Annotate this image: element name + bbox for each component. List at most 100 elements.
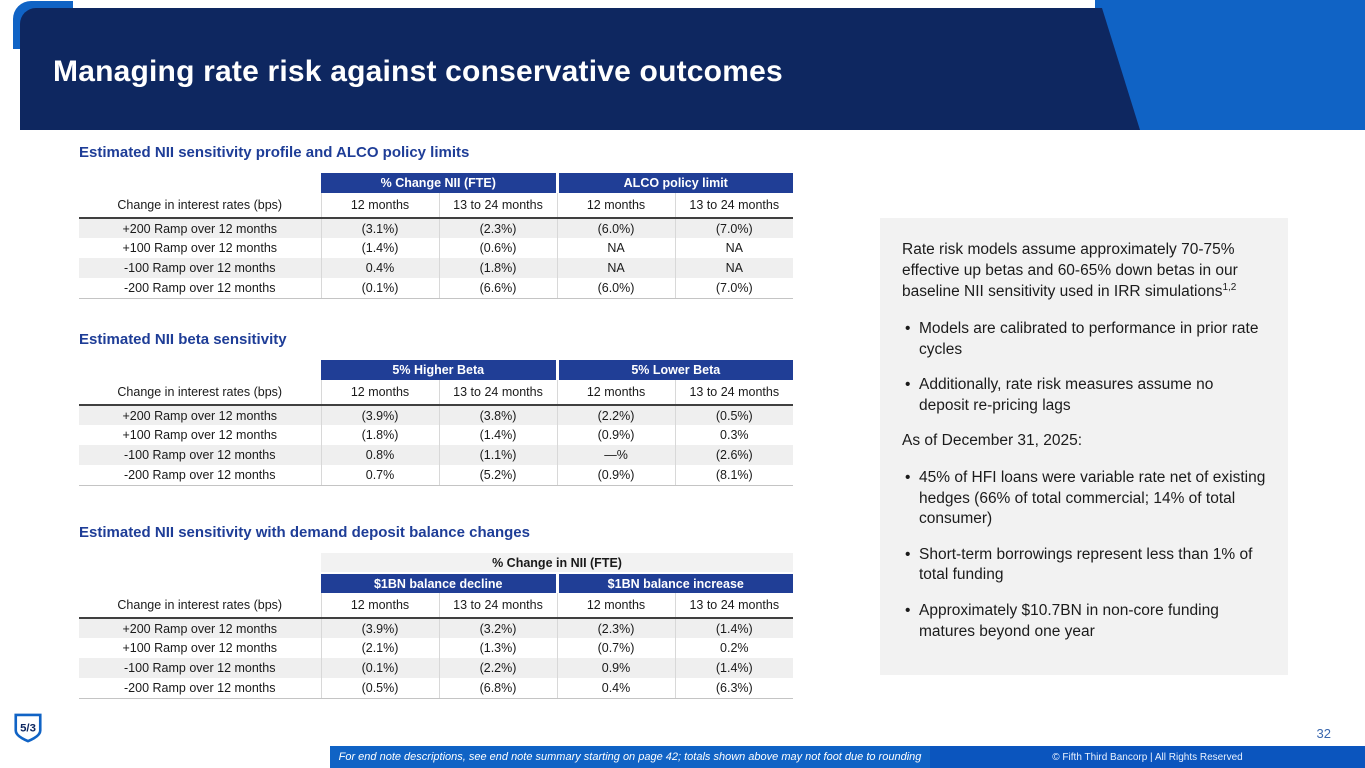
cell-value: 0.9% <box>556 658 675 678</box>
page-number: 32 <box>1316 726 1331 741</box>
table-corner-blank <box>79 173 321 193</box>
section-heading: Estimated NII beta sensitivity <box>79 331 287 348</box>
cell-value: (2.6%) <box>674 445 794 465</box>
group-header: ALCO policy limit <box>555 173 793 193</box>
cell-value: (3.9%) <box>320 618 439 638</box>
column-header: 12 months <box>556 380 676 406</box>
cell-value: (2.1%) <box>320 638 439 658</box>
footnote-text: For end note descriptions, see end note … <box>338 751 922 763</box>
cell-value: (7.0%) <box>674 218 793 238</box>
bullet-item: Short-term borrowings represent less tha… <box>902 545 1266 586</box>
cell-value: 0.8% <box>320 445 439 465</box>
cell-value: (2.2%) <box>438 658 557 678</box>
group-header: $1BN balance decline <box>321 573 557 593</box>
column-header: 13 to 24 months <box>674 593 794 619</box>
cell-value: (0.7%) <box>556 638 675 658</box>
row-label: -100 Ramp over 12 months <box>79 658 321 678</box>
endnote-superscript: 1,2 <box>1222 282 1237 294</box>
column-header: 13 to 24 months <box>674 380 794 406</box>
sensitivity-table: % Change in NII (FTE) $1BN balance declin… <box>79 553 794 699</box>
section-heading: Estimated NII sensitivity with demand de… <box>79 524 530 541</box>
cell-value: (2.3%) <box>556 618 675 638</box>
table-row: +100 Ramp over 12 months (1.4%) (0.6%) NA NA <box>79 238 793 258</box>
row-label-header: Change in interest rates (bps) <box>79 593 321 619</box>
table-row: -100 Ramp over 12 months (0.1%) (2.2%) 0.9%… <box>79 658 794 678</box>
column-header: 13 to 24 months <box>438 380 558 406</box>
cell-value: (0.5%) <box>320 678 439 699</box>
commentary-intro-text: Rate risk models assume approximately 70… <box>902 241 1238 301</box>
cell-value: (0.6%) <box>438 238 557 258</box>
sensitivity-table: 5% Higher Beta 5% Lower Beta Change in int… <box>79 360 794 486</box>
cell-value: NA <box>556 238 675 258</box>
row-label: +100 Ramp over 12 months <box>122 241 278 255</box>
bullet-item: Additionally, rate risk measures assume … <box>902 375 1266 416</box>
group-header: 5% Lower Beta <box>555 360 794 380</box>
cell-value: (3.9%) <box>320 405 439 425</box>
table-row: -200 Ramp over 12 months 0.7% (5.2%) (0.9%)… <box>79 465 794 486</box>
bullet-item: Approximately $10.7BN in non-core fundin… <box>902 601 1266 642</box>
row-label: -100 Ramp over 12 months <box>79 258 321 278</box>
column-header: 13 to 24 months <box>674 193 793 219</box>
commentary-bullets-1: Models are calibrated to performance in … <box>902 319 1266 416</box>
cell-value: (6.8%) <box>438 678 557 699</box>
section-heading: Estimated NII sensitivity profile and AL… <box>79 144 470 161</box>
column-header: 12 months <box>320 380 439 406</box>
cell-value: NA <box>556 258 675 278</box>
cell-value: (6.0%) <box>556 218 675 238</box>
commentary-panel: Rate risk models assume approximately 70… <box>880 218 1288 676</box>
header-band: Managing rate risk against conservative … <box>20 8 1140 130</box>
column-header: 13 to 24 months <box>438 193 557 219</box>
cell-value: 0.7% <box>320 465 439 486</box>
slide-title: Managing rate risk against conservative … <box>53 55 783 88</box>
as-of-date-line: As of December 31, 2025: <box>902 432 1083 450</box>
row-label: -200 Ramp over 12 months <box>79 465 321 486</box>
table-row: +100 Ramp over 12 months (1.8%) (1.4%) (0.9… <box>79 425 794 445</box>
table-span-header: % Change in NII (FTE) <box>321 553 794 574</box>
cell-value: (0.1%) <box>320 278 439 299</box>
cell-value: 0.3% <box>674 425 794 445</box>
cell-value: (1.4%) <box>320 238 439 258</box>
table-container: 5% Higher Beta 5% Lower Beta Change in int… <box>79 360 794 486</box>
group-header: % Change NII (FTE) <box>321 173 557 193</box>
cell-value: (6.3%) <box>674 678 794 699</box>
logo-shield-shape <box>14 713 42 743</box>
footnote-bar: For end note descriptions, see end note … <box>330 746 930 768</box>
bullet-item: Models are calibrated to performance in … <box>902 319 1266 360</box>
logo-text: 5/3 <box>20 723 36 735</box>
column-header: 12 months <box>320 593 439 619</box>
cell-value: (1.8%) <box>320 425 439 445</box>
cell-value: (3.8%) <box>438 405 558 425</box>
cell-value: (0.9%) <box>556 425 676 445</box>
cell-value: (1.4%) <box>674 618 794 638</box>
row-label: +100 Ramp over 12 months <box>122 428 278 442</box>
table-row: -100 Ramp over 12 months 0.8% (1.1%) —% (2.6… <box>79 445 794 465</box>
cell-value: (5.2%) <box>438 465 558 486</box>
sensitivity-table: % Change NII (FTE) ALCO policy limit Chang… <box>79 173 793 299</box>
commentary-bullets-2: 45% of HFI loans were variable rate net … <box>902 468 1266 642</box>
cell-value: (1.8%) <box>438 258 557 278</box>
row-label-header: Change in interest rates (bps) <box>79 380 321 406</box>
table-row: -100 Ramp over 12 months 0.4% (1.8%) NA NA <box>79 258 793 278</box>
cell-value: (1.4%) <box>674 658 794 678</box>
fifth-third-logo: 5/3 <box>14 713 42 743</box>
cell-value: (6.6%) <box>438 278 557 299</box>
copyright-text: © Fifth Third Bancorp | All Rights Reser… <box>1052 751 1243 763</box>
cell-value: NA <box>674 238 793 258</box>
cell-value: NA <box>674 258 793 278</box>
copyright-bar: © Fifth Third Bancorp | All Rights Reser… <box>930 746 1365 768</box>
table-row: -200 Ramp over 12 months (0.5%) (6.8%) 0.4%… <box>79 678 794 699</box>
table-row: -200 Ramp over 12 months (0.1%) (6.6%) (6.0… <box>79 278 793 299</box>
group-header: $1BN balance increase <box>555 573 794 593</box>
row-label: +200 Ramp over 12 months <box>79 618 321 638</box>
row-label: +100 Ramp over 12 months <box>122 641 278 655</box>
cell-value: (2.3%) <box>438 218 557 238</box>
top-right-accent-shape <box>1095 0 1365 130</box>
cell-value: (0.9%) <box>556 465 676 486</box>
cell-value: (2.2%) <box>556 405 676 425</box>
cell-value: (6.0%) <box>556 278 675 299</box>
cell-value: (0.5%) <box>674 405 794 425</box>
table-container: % Change NII (FTE) ALCO policy limit Chang… <box>79 173 793 299</box>
cell-value: 0.4% <box>320 258 439 278</box>
table-row: +200 Ramp over 12 months (3.1%) (2.3%) (6.0… <box>79 218 793 238</box>
table-row: +100 Ramp over 12 months (2.1%) (1.3%) (0.7… <box>79 638 794 658</box>
